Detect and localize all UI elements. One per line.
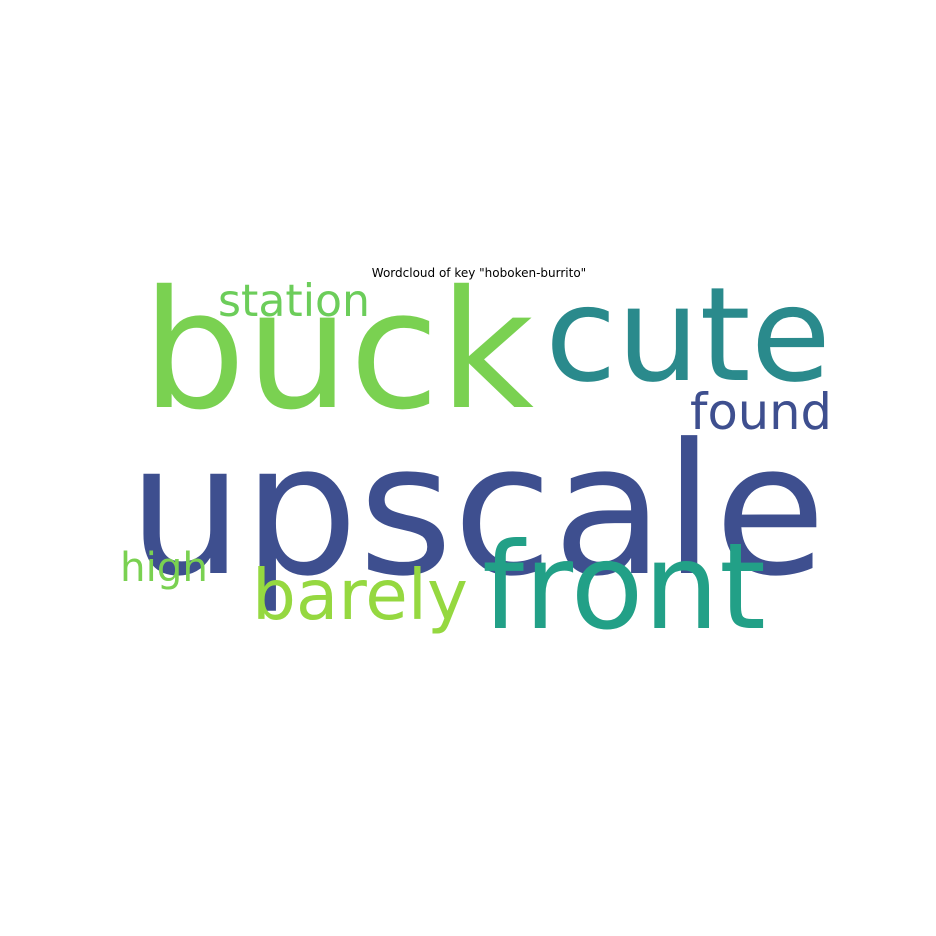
word-front: front — [482, 518, 766, 658]
word-station: station — [218, 275, 370, 327]
word-upscale: upscale — [128, 405, 826, 617]
word-found: found — [690, 383, 832, 442]
chart-title: Wordcloud of key "hoboken-burrito" — [371, 266, 587, 280]
word-buck: buck — [142, 255, 534, 447]
word-cute: cute — [545, 258, 831, 411]
word-barely: barely — [252, 556, 468, 637]
word-high: high — [120, 543, 208, 591]
